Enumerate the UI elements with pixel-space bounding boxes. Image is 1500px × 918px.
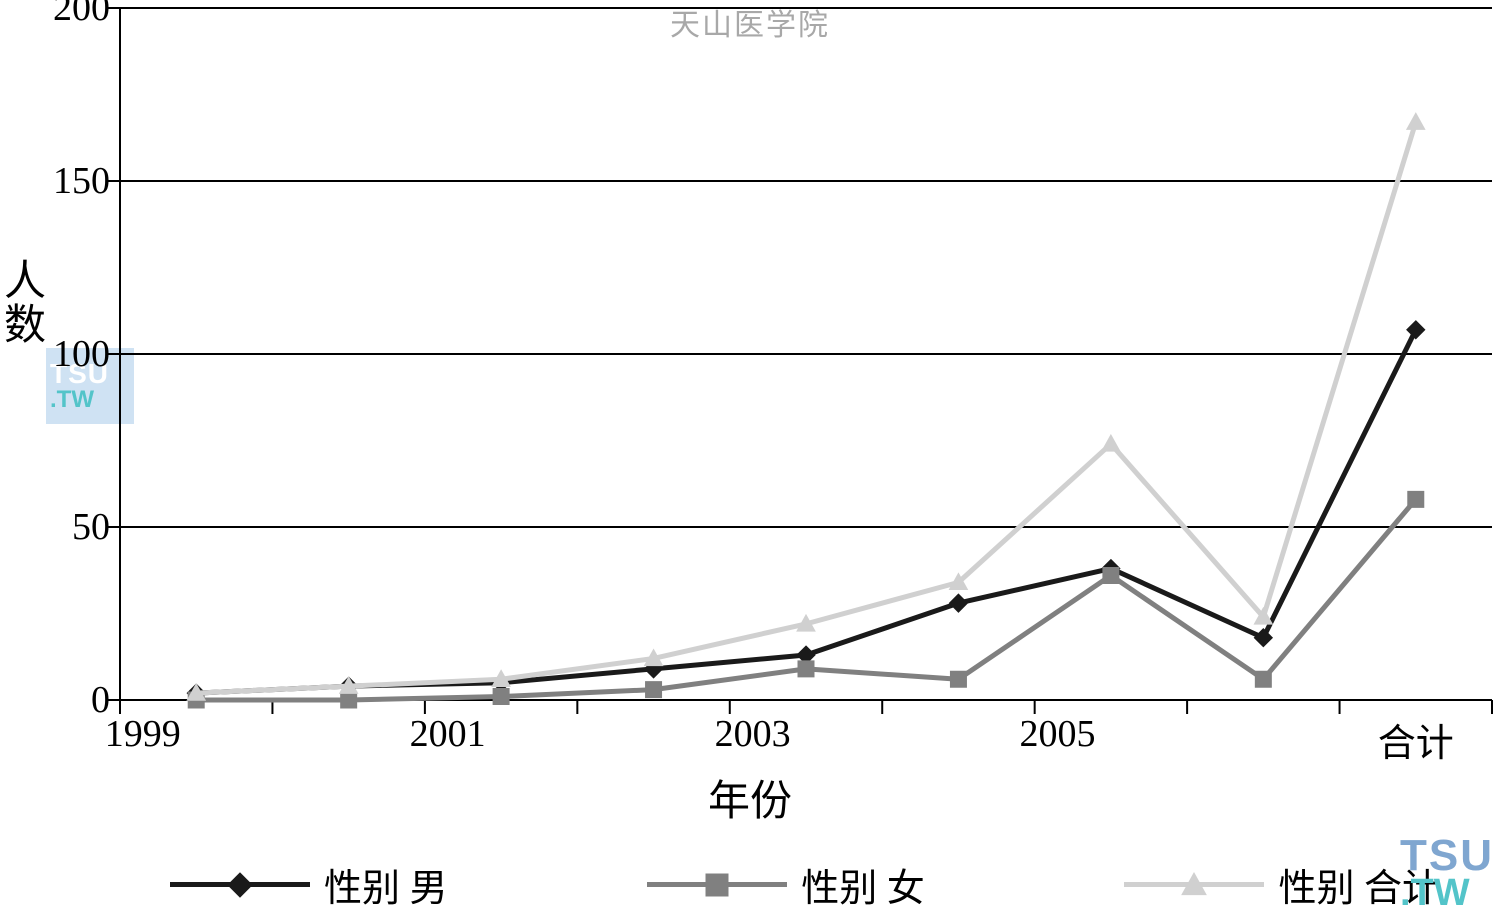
x-axis-title: 年份 [708, 767, 792, 828]
diamond-marker-icon [220, 865, 260, 905]
watermark-line2-large: .TW [1400, 874, 1470, 912]
legend-swatch [647, 882, 787, 887]
x-tick-label: 2003 [715, 712, 791, 756]
x-tick-label: 2005 [1019, 712, 1095, 756]
legend: 性别 男 性别 女 性别 合计 [170, 857, 1440, 912]
watermark-logo-large: TSU .TW [1400, 834, 1494, 912]
x-tick-label: 合计 [1378, 712, 1454, 767]
x-tick-label: 1999 [105, 712, 181, 756]
legend-item: 性别 男 [170, 857, 448, 912]
legend-swatch [170, 882, 310, 887]
y-tick-label: 50 [72, 505, 110, 549]
square-marker-icon [697, 865, 737, 905]
chart-container: 天山医学院 TSU .TW 人数 050100150200 1999200120… [0, 0, 1500, 918]
legend-swatch [1124, 882, 1264, 887]
y-tick-label: 150 [53, 159, 110, 203]
legend-label: 性别 女 [801, 857, 925, 912]
y-tick-label: 100 [53, 332, 110, 376]
x-tick-label: 2001 [410, 712, 486, 756]
y-tick-label: 200 [53, 0, 110, 30]
legend-label: 性别 男 [324, 857, 448, 912]
legend-item: 性别 合计 [1124, 857, 1440, 912]
triangle-marker-icon [1174, 865, 1214, 905]
legend-item: 性别 女 [647, 857, 925, 912]
